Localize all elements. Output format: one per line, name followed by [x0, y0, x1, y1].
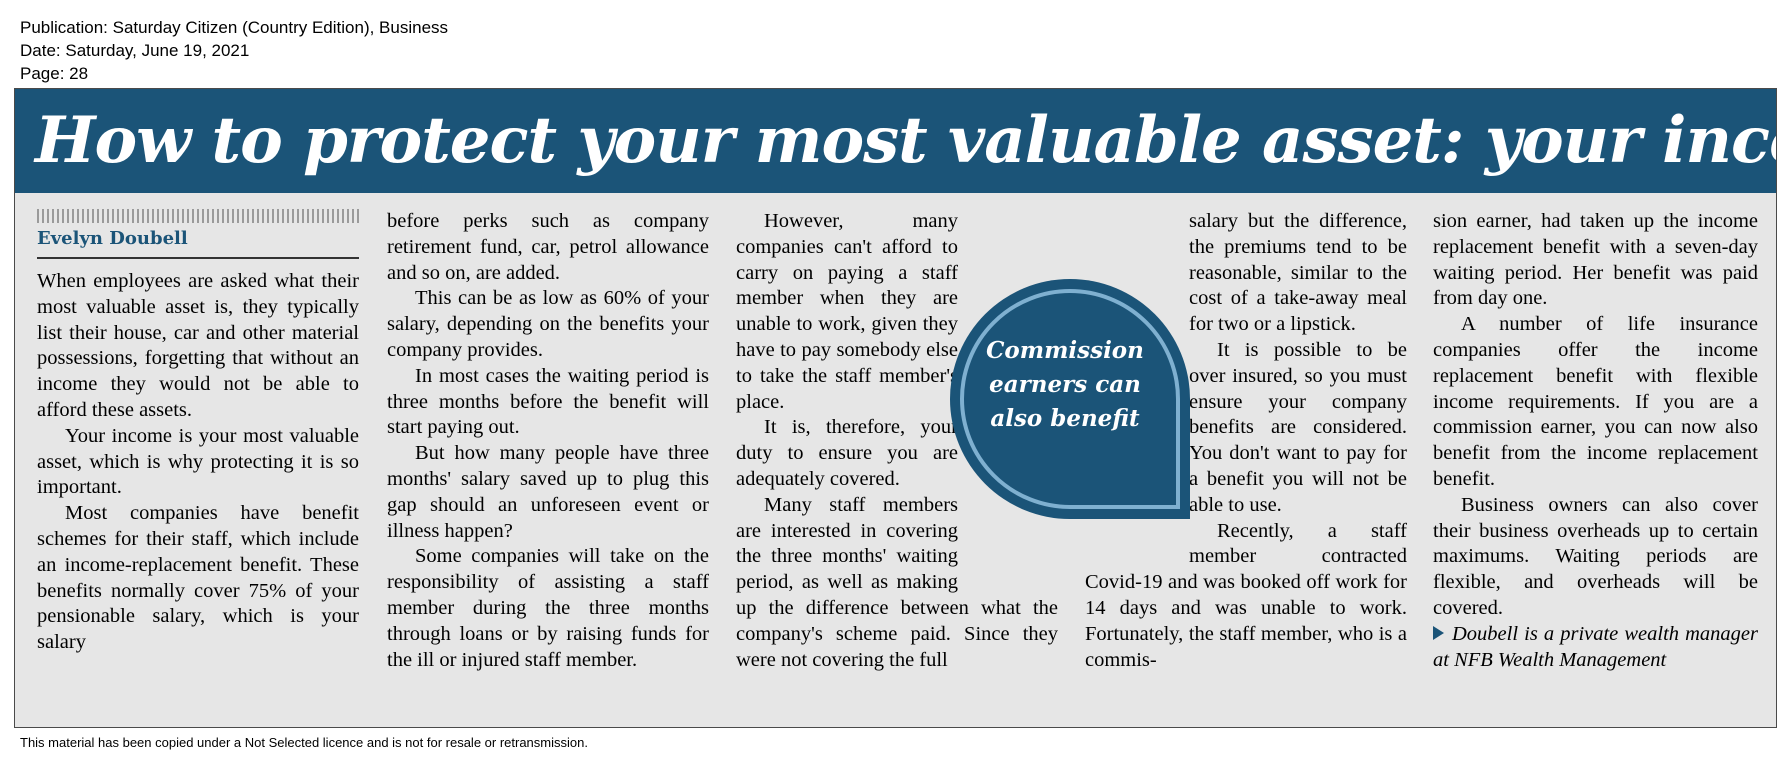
column-2: before perks such as company retirement …: [387, 209, 709, 673]
signoff-text: Doubell is a private wealth manager at N…: [1433, 622, 1758, 671]
paragraph: This can be as low as 60% of your salary…: [387, 287, 709, 361]
triangle-bullet-icon: [1433, 625, 1444, 640]
headline: How to protect your most valuable asset:…: [35, 103, 1777, 178]
paragraph: Some companies will take on the responsi…: [387, 545, 709, 671]
page-line: Page: 28: [20, 64, 89, 83]
paragraph: Many staff members are interested in cov…: [736, 493, 1058, 671]
pull-quote-line: earners can: [989, 371, 1141, 398]
licence-footer: This material has been copied under a No…: [20, 735, 588, 750]
paragraph: Most companies have benefit schemes for …: [37, 502, 359, 654]
paragraph: In most cases the waiting period is thre…: [387, 364, 709, 439]
column-4: salary but the difference, the premiums …: [1085, 209, 1407, 673]
paragraph: But how many people have three months' s…: [387, 442, 709, 542]
paragraph: sion earner, had taken up the income rep…: [1433, 210, 1758, 310]
paragraph: Business owners can also cover their bus…: [1433, 493, 1758, 619]
paragraph: However, many companies can't afford to …: [736, 210, 958, 413]
author-signoff: Doubell is a private wealth manager at N…: [1433, 622, 1758, 674]
byline-rule: [37, 209, 359, 223]
article-frame: How to protect your most valuable asset:…: [14, 88, 1777, 728]
date-line: Date: Saturday, June 19, 2021: [20, 41, 250, 60]
paragraph: When employees are asked what their most…: [37, 270, 359, 421]
column-3: However, many companies can't afford to …: [736, 209, 1058, 673]
pull-quote-shape: [950, 279, 1190, 519]
byline: Evelyn Doubell: [37, 227, 359, 259]
paragraph: A number of life insurance companies off…: [1433, 313, 1758, 490]
clipping-meta: Publication: Saturday Citizen (Country E…: [20, 16, 448, 85]
pull-quote-text: Commission earners can also benefit: [955, 334, 1175, 436]
column-5: sion earner, had taken up the income rep…: [1433, 209, 1758, 673]
pull-quote: Commission earners can also benefit: [945, 274, 1205, 534]
pull-quote-line: also benefit: [990, 405, 1140, 432]
publication-line: Publication: Saturday Citizen (Country E…: [20, 18, 449, 37]
paragraph: salary but the difference, the premiums …: [1189, 210, 1407, 336]
paragraph: before perks such as company retirement …: [387, 210, 709, 284]
paragraph: It is possible to be over insured, so yo…: [1189, 338, 1407, 516]
column-1: Evelyn Doubell When employees are asked …: [37, 209, 359, 656]
paragraph: Your income is your most valuable asset,…: [37, 424, 359, 499]
paragraph: It is, therefore, your duty to ensure yo…: [736, 416, 958, 490]
pull-quote-line: Commission: [986, 337, 1144, 364]
headline-banner: How to protect your most valuable asset:…: [15, 89, 1776, 193]
paragraph: Recently, a staff member contracted Covi…: [1085, 519, 1407, 671]
